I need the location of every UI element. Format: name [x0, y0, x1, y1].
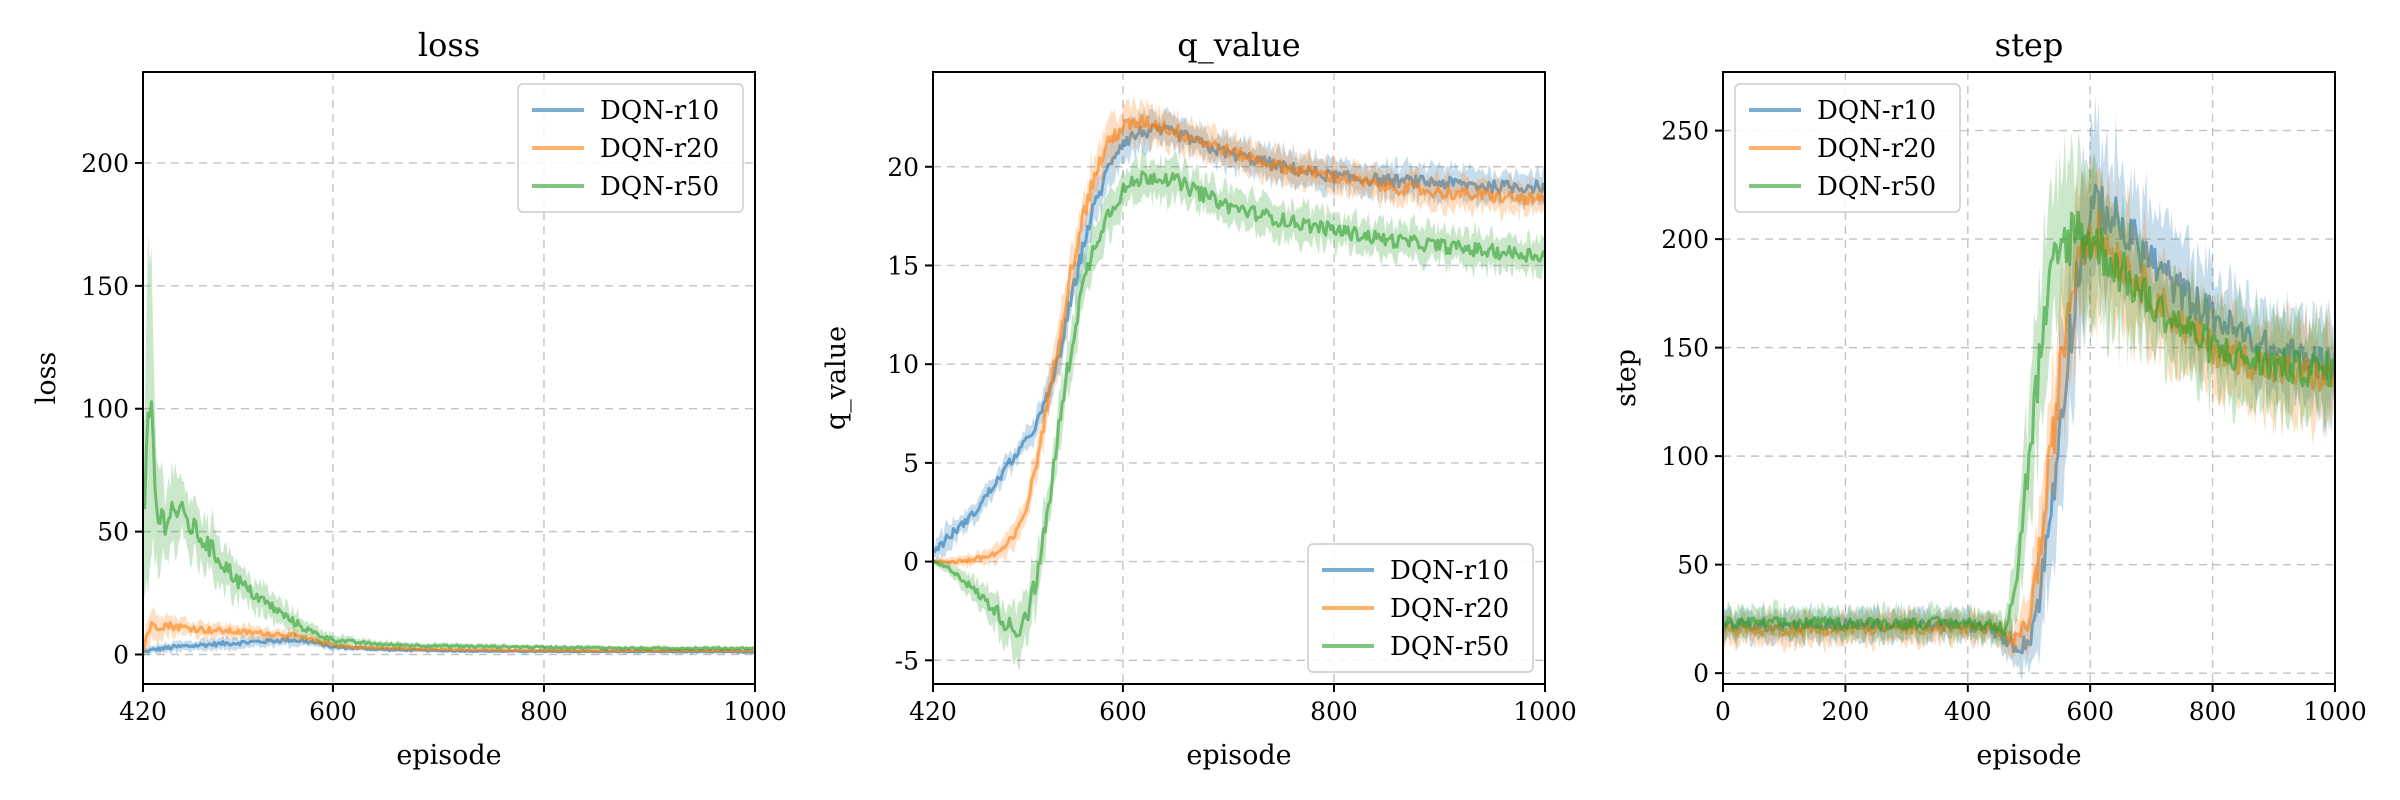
step-legend: DQN-r10 DQN-r20 DQN-r50 [1734, 83, 1961, 213]
loss-legend: DQN-r10 DQN-r20 DQN-r50 [517, 83, 744, 213]
q-value-axes-frame [932, 71, 1546, 685]
step-legend-box [1734, 83, 1961, 213]
q-value-ytick-label-15: 15 [887, 251, 919, 280]
loss-ytick-label-100: 100 [81, 395, 129, 424]
q-value-legend-label-dqn-r20: DQN-r20 [1390, 594, 1509, 624]
loss-series-dqn-r50-line [143, 400, 755, 651]
step-legend-label-dqn-r10: DQN-r10 [1817, 96, 1936, 126]
q-value-ytick-label-0: 0 [903, 548, 919, 577]
step-plot-area [1723, 96, 2335, 680]
step-ytick-label-100: 100 [1661, 442, 1709, 471]
step-xtick-label-400: 400 [1944, 697, 1992, 726]
step-legend-label-dqn-r20: DQN-r20 [1817, 134, 1936, 164]
loss-xtick-label-420: 420 [119, 697, 167, 726]
loss-ytick-label-200: 200 [81, 149, 129, 178]
q-value-series-dqn-r10-band [933, 107, 1545, 563]
loss-series-dqn-r50-band [143, 232, 755, 652]
step-ytick-label-150: 150 [1661, 334, 1709, 363]
step-ylabel: step [1611, 349, 1642, 407]
q-value-legend: DQN-r10 DQN-r20 DQN-r50 [1307, 543, 1534, 673]
loss-xtick-label-1000: 1000 [723, 697, 787, 726]
step-ytick-label-250: 250 [1661, 117, 1709, 146]
q-value-xtick-label-420: 420 [909, 697, 957, 726]
q-value-series-dqn-r50-line [933, 170, 1545, 638]
loss-legend-label-dqn-r10: DQN-r10 [600, 96, 719, 126]
loss-legend-label-dqn-r20: DQN-r20 [600, 134, 719, 164]
step-series-dqn-r50-line [1723, 210, 2335, 637]
q-value-series-dqn-r50-band [933, 146, 1545, 671]
loss-xtick-label-800: 800 [520, 697, 568, 726]
step-xtick-label-200: 200 [1822, 697, 1870, 726]
loss-ytick-label-50: 50 [97, 518, 129, 547]
q-value-xtick-label-800: 800 [1310, 697, 1358, 726]
step-xtick-label-800: 800 [2189, 697, 2237, 726]
q-value-series-dqn-r20-line [933, 113, 1545, 565]
step-series-dqn-r20-line [1723, 209, 2335, 648]
q-value-xtick-label-1000: 1000 [1513, 697, 1577, 726]
step-chart: 0 200 400 600 800 1000 0 50 100 150 200 250 step epis… [1611, 26, 2367, 771]
step-legend-label-dqn-r50: DQN-r50 [1817, 172, 1936, 202]
q-value-plot-area [933, 95, 1545, 671]
loss-legend-label-dqn-r50: DQN-r50 [600, 172, 719, 202]
q-value-ylabel: q_value [821, 326, 852, 430]
loss-chart: 420 600 800 1000 0 50 100 150 200 loss episode loss… [31, 26, 787, 771]
loss-ytick-label-0: 0 [113, 641, 129, 670]
step-xtick-label-600: 600 [2066, 697, 2114, 726]
loss-ytick-label-150: 150 [81, 272, 129, 301]
step-xtick-label-1000: 1000 [2303, 697, 2367, 726]
q-value-xlabel: episode [1186, 740, 1291, 771]
loss-title: loss [418, 26, 480, 64]
step-ytick-label-200: 200 [1661, 225, 1709, 254]
loss-xtick-label-600: 600 [309, 697, 357, 726]
loss-axes-frame [142, 71, 756, 685]
loss-legend-box [517, 83, 744, 213]
q-value-ytick-label-20: 20 [887, 153, 919, 182]
loss-series-dqn-r20-line [143, 620, 755, 653]
q-value-ytick-label-10: 10 [887, 350, 919, 379]
loss-xlabel: episode [396, 740, 501, 771]
step-ytick-label-0: 0 [1693, 659, 1709, 688]
q-value-legend-label-dqn-r50: DQN-r50 [1390, 632, 1509, 662]
q-value-legend-label-dqn-r10: DQN-r10 [1390, 556, 1509, 586]
loss-series-dqn-r20-band [143, 606, 755, 657]
loss-ylabel: loss [31, 352, 62, 405]
q-value-legend-box [1307, 543, 1534, 673]
loss-plot-area [143, 232, 755, 657]
q-value-xtick-label-600: 600 [1099, 697, 1147, 726]
step-xtick-label-0: 0 [1715, 697, 1731, 726]
q-value-title: q_value [1177, 26, 1300, 64]
loss-series-dqn-r10-band [143, 632, 755, 657]
step-xlabel: episode [1976, 740, 2081, 771]
step-axes-frame [1722, 71, 2336, 685]
step-series-dqn-r20-band [1723, 154, 2335, 663]
q-value-ytick-label-5: -5 [895, 646, 919, 675]
step-title: step [1995, 26, 2064, 64]
step-ytick-label-50: 50 [1677, 551, 1709, 580]
q-value-ytick-label-5: 5 [903, 449, 919, 478]
